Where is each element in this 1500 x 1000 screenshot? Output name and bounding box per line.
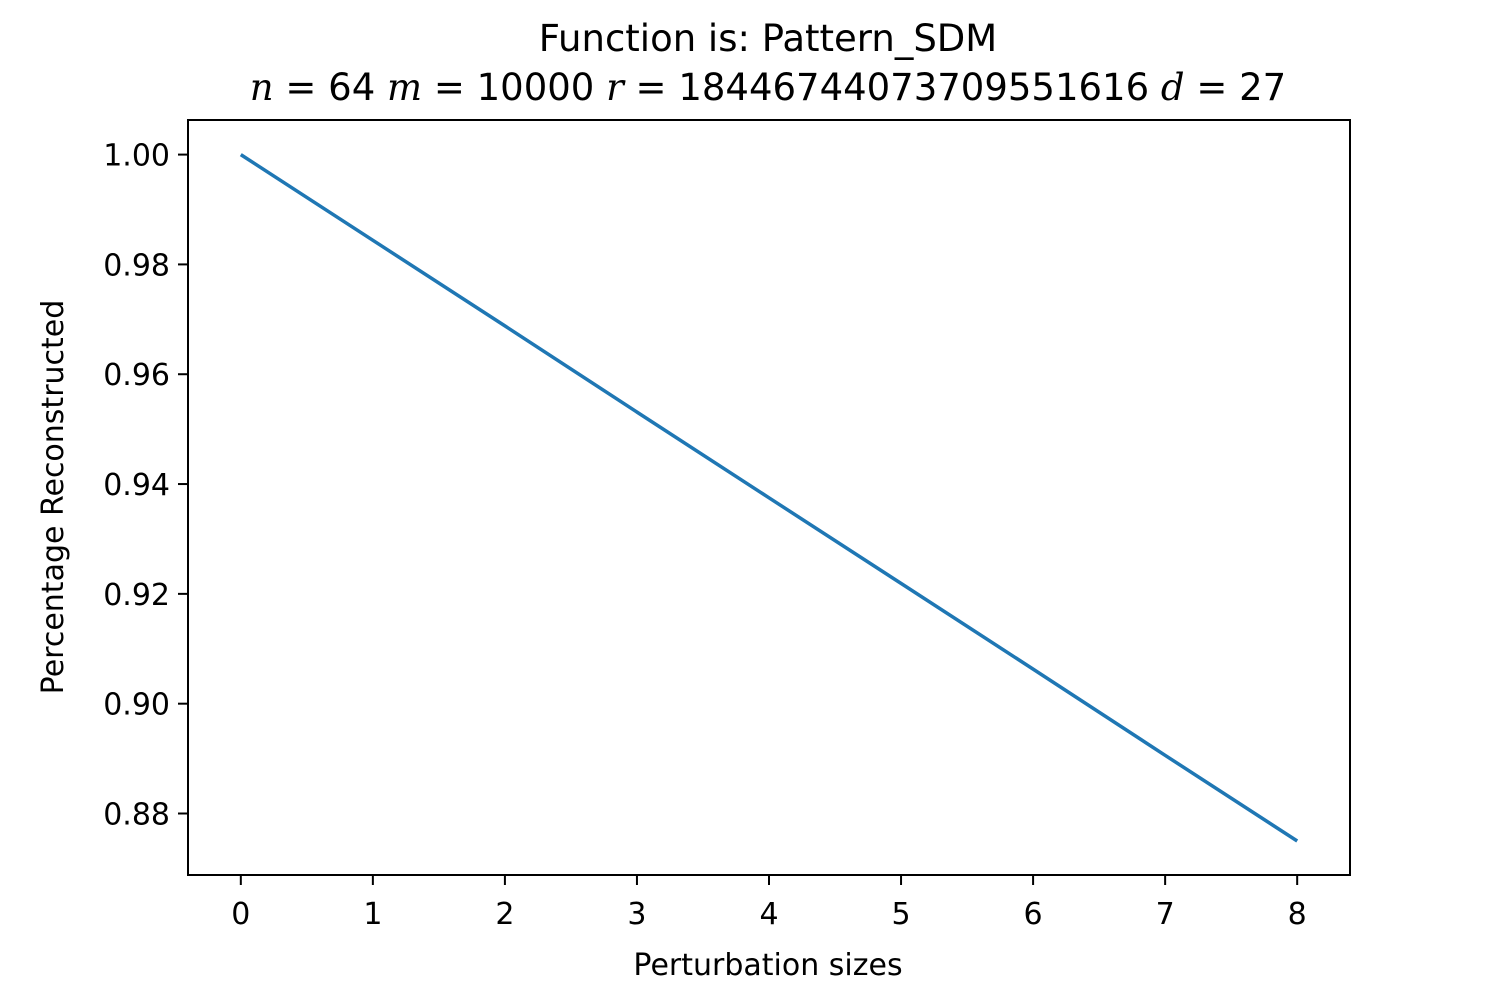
chart-subtitle: n = 64 m = 10000 r = 1844674407370955161…	[250, 66, 1286, 109]
plot-series	[239, 153, 1299, 843]
y-tick-label: 1.00	[103, 139, 170, 174]
x-axis-label: Perturbation sizes	[633, 948, 902, 983]
subtitle-value-n: = 64	[274, 66, 376, 109]
y-axis-label: Percentage Reconstructed	[36, 300, 71, 695]
subtitle-var-d: d	[1149, 66, 1184, 109]
y-tick-label: 0.88	[103, 798, 170, 833]
x-tick-label: 2	[495, 897, 514, 932]
y-tick-label: 0.92	[103, 578, 170, 613]
x-axis: 0 1 2 3 4 5 6 7 8	[231, 875, 1307, 932]
x-tick-label: 6	[1024, 897, 1043, 932]
y-tick-label: 0.98	[103, 248, 170, 283]
x-tick-label: 0	[231, 897, 250, 932]
subtitle-var-n: n	[250, 66, 274, 109]
series-line-0	[239, 153, 1299, 843]
y-tick-label: 0.96	[103, 358, 170, 393]
x-tick-label: 3	[627, 897, 646, 932]
subtitle-value-m: = 10000	[422, 66, 594, 109]
subtitle-value-d: = 27	[1185, 66, 1287, 109]
y-tick-label: 0.90	[103, 688, 170, 723]
subtitle-value-r: = 18446744073709551616	[624, 66, 1149, 109]
subtitle-var-r: r	[594, 66, 626, 109]
y-axis: 1.00 0.98 0.96 0.94 0.92 0.90 0.88	[103, 139, 188, 833]
x-tick-label: 4	[759, 897, 778, 932]
x-tick-label: 5	[891, 897, 910, 932]
x-tick-label: 8	[1288, 897, 1307, 932]
chart-title: Function is: Pattern_SDM	[539, 17, 997, 60]
subtitle-var-m: m	[375, 66, 422, 109]
y-tick-label: 0.94	[103, 468, 170, 503]
x-tick-label: 7	[1156, 897, 1175, 932]
x-tick-label: 1	[363, 897, 382, 932]
plot-frame	[187, 119, 1351, 876]
